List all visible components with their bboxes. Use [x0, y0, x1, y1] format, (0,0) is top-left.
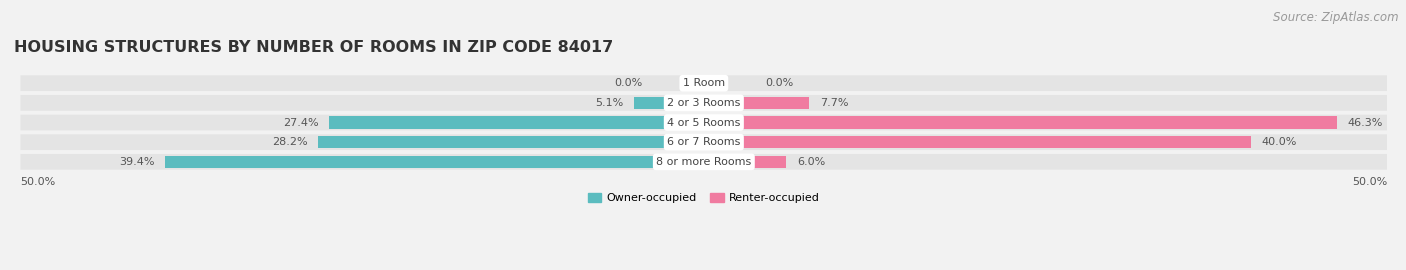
FancyBboxPatch shape — [21, 95, 1388, 111]
Bar — [329, 116, 704, 129]
Bar — [704, 97, 808, 109]
FancyBboxPatch shape — [21, 115, 1388, 130]
Bar — [166, 156, 704, 168]
Text: 39.4%: 39.4% — [120, 157, 155, 167]
FancyBboxPatch shape — [21, 154, 1388, 170]
Bar — [318, 136, 704, 148]
FancyBboxPatch shape — [21, 134, 1388, 150]
Bar — [704, 116, 1337, 129]
FancyBboxPatch shape — [21, 75, 1388, 91]
Text: 8 or more Rooms: 8 or more Rooms — [657, 157, 751, 167]
Text: 46.3%: 46.3% — [1347, 117, 1384, 127]
Text: HOUSING STRUCTURES BY NUMBER OF ROOMS IN ZIP CODE 84017: HOUSING STRUCTURES BY NUMBER OF ROOMS IN… — [14, 40, 613, 55]
Text: 50.0%: 50.0% — [1353, 177, 1388, 187]
Text: 6 or 7 Rooms: 6 or 7 Rooms — [668, 137, 741, 147]
Bar — [634, 97, 704, 109]
Text: 6.0%: 6.0% — [797, 157, 825, 167]
Text: 1 Room: 1 Room — [683, 78, 725, 88]
Text: Source: ZipAtlas.com: Source: ZipAtlas.com — [1274, 11, 1399, 24]
Text: 4 or 5 Rooms: 4 or 5 Rooms — [668, 117, 741, 127]
Text: 7.7%: 7.7% — [820, 98, 848, 108]
Text: 27.4%: 27.4% — [283, 117, 318, 127]
Bar — [704, 156, 786, 168]
Legend: Owner-occupied, Renter-occupied: Owner-occupied, Renter-occupied — [588, 193, 820, 204]
Text: 0.0%: 0.0% — [614, 78, 643, 88]
Text: 0.0%: 0.0% — [765, 78, 793, 88]
Text: 28.2%: 28.2% — [271, 137, 308, 147]
Text: 2 or 3 Rooms: 2 or 3 Rooms — [668, 98, 741, 108]
Text: 40.0%: 40.0% — [1261, 137, 1296, 147]
Text: 5.1%: 5.1% — [595, 98, 623, 108]
Text: 50.0%: 50.0% — [21, 177, 56, 187]
Bar — [704, 136, 1250, 148]
